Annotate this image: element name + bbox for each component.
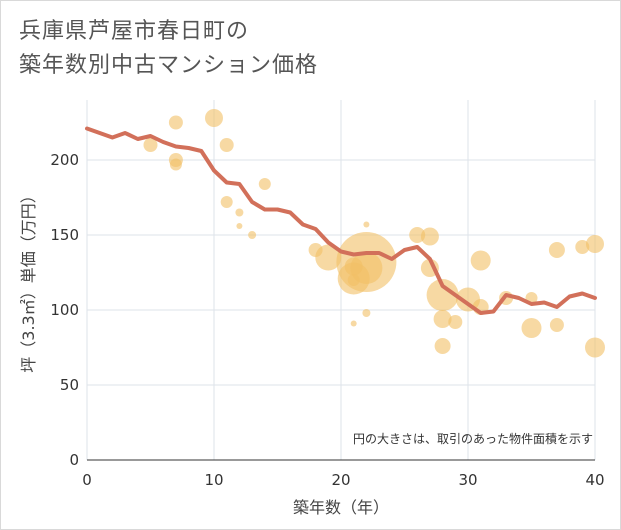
bubble-point: [585, 337, 605, 358]
trend-line-group: [85, 126, 597, 315]
bubble-point: [409, 227, 426, 243]
bubble-point: [350, 252, 383, 284]
x-tick-label: 20: [331, 471, 350, 489]
bubble-series: [143, 109, 605, 358]
y-tick-label: 0: [69, 451, 79, 469]
bubble-point: [315, 244, 342, 271]
chart-title: 兵庫県芦屋市春日町の 築年数別中古マンション価格: [19, 15, 318, 83]
bubble-point: [426, 279, 459, 311]
bubble-point: [586, 235, 604, 253]
size-annotation: 円の大きさは、取引のあった物件面積を示す: [353, 431, 593, 446]
x-tick-label: 30: [458, 471, 477, 489]
bubble-point: [521, 318, 542, 338]
x-axis-title: 築年数（年）: [293, 498, 389, 517]
bubble-point: [549, 318, 564, 332]
bubble-point: [448, 315, 463, 329]
bubble-point: [219, 138, 234, 152]
axes: 0 10 20 30 40 0 50 100 150 200: [50, 151, 604, 489]
bubble-point: [350, 320, 357, 327]
x-tick-label: 40: [585, 471, 604, 489]
bubble-point: [235, 208, 244, 217]
y-tick-label: 100: [50, 301, 79, 319]
bubble-point: [143, 138, 158, 152]
bubble-point: [575, 240, 590, 254]
y-tick-label: 200: [50, 151, 79, 169]
bubble-point: [420, 227, 439, 246]
bubble-point: [433, 310, 452, 328]
bubble-point: [434, 338, 451, 354]
bubble-point: [220, 196, 233, 208]
y-tick-label: 50: [60, 376, 79, 394]
x-tick-label: 10: [204, 471, 223, 489]
y-axis-title: 坪（3.3㎡）単価（万円）: [19, 187, 38, 372]
bubble-point: [470, 250, 491, 271]
bubble-point: [548, 242, 565, 258]
bubble-point: [362, 309, 371, 317]
y-tick-label: 150: [50, 226, 79, 244]
title-line-2: 築年数別中古マンション価格: [19, 53, 319, 78]
title-line-1: 兵庫県芦屋市春日町の: [19, 19, 250, 44]
x-tick-label: 0: [82, 471, 92, 489]
bubble-point: [363, 221, 370, 228]
bubble-point: [258, 178, 271, 190]
bubble-point: [248, 231, 257, 239]
bubble-point: [168, 115, 183, 130]
trend-line: [85, 126, 597, 315]
bubble-point: [236, 223, 243, 229]
bubble-point: [169, 158, 182, 171]
bubble-point: [205, 109, 223, 127]
